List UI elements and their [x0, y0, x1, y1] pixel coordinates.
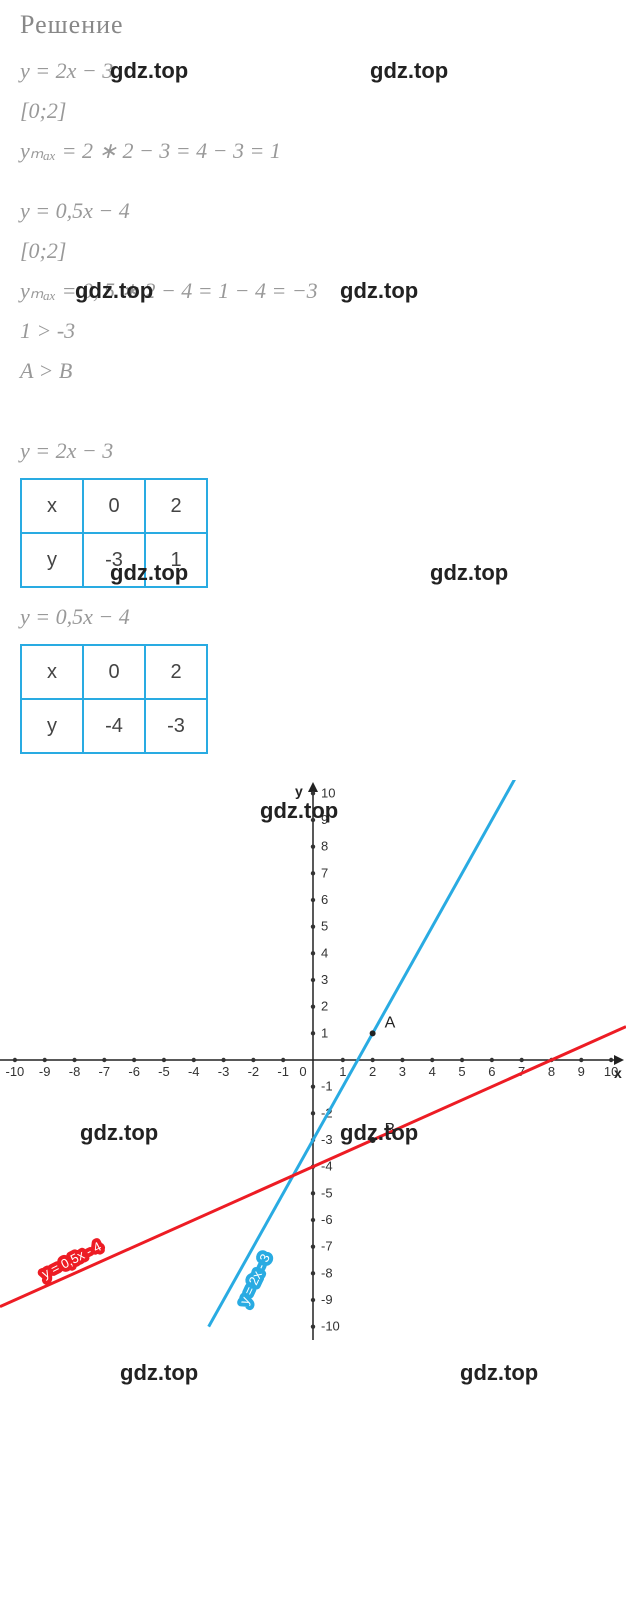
- table-cell: 2: [145, 645, 207, 699]
- equation-1: y = 2x − 3: [20, 58, 606, 84]
- y-tick-label: 4: [321, 945, 328, 960]
- compare-2: A > B: [20, 358, 606, 384]
- watermark: gdz.top: [460, 1360, 538, 1386]
- x-tick-label: -1: [277, 1064, 289, 1079]
- value-table-2: x 0 2 y -4 -3: [20, 644, 208, 754]
- y-tick-label: -8: [321, 1265, 333, 1280]
- x-tick-label: 5: [458, 1064, 465, 1079]
- x-tick-label: 9: [578, 1064, 585, 1079]
- x-tick-label: -5: [158, 1064, 170, 1079]
- x-tick-label: 1: [339, 1064, 346, 1079]
- x-tick-label: -8: [69, 1064, 81, 1079]
- ymax-1: yₘₐₓ = 2 ∗ 2 − 3 = 4 − 3 = 1: [20, 138, 606, 164]
- y-tick-label: -10: [321, 1319, 340, 1334]
- interval-1: [0;2]: [20, 98, 606, 124]
- chart-container: xy-10-9-8-7-6-5-4-3-2-112345678910-10-9-…: [0, 780, 626, 1340]
- y-tick-label: 5: [321, 919, 328, 934]
- y-tick-label: 10: [321, 785, 335, 800]
- table-cell: 0: [83, 479, 145, 533]
- x-tick-label: -3: [218, 1064, 230, 1079]
- x-tick-label: -9: [39, 1064, 51, 1079]
- y-tick-label: -9: [321, 1292, 333, 1307]
- y-tick-label: -7: [321, 1239, 333, 1254]
- x-tick-label: 6: [488, 1064, 495, 1079]
- solution-heading: Решение: [20, 10, 606, 40]
- y-tick-label: -5: [321, 1185, 333, 1200]
- x-tick-label: -7: [99, 1064, 111, 1079]
- y-tick-label: 6: [321, 892, 328, 907]
- x-tick-label: 2: [369, 1064, 376, 1079]
- equation-2-repeat: y = 0,5x − 4: [20, 604, 606, 630]
- watermark: gdz.top: [120, 1360, 198, 1386]
- y-tick-label: -3: [321, 1132, 333, 1147]
- table-cell: -3: [145, 699, 207, 753]
- x-tick-label: -6: [128, 1064, 140, 1079]
- y-tick-label: 3: [321, 972, 328, 987]
- x-tick-label: -10: [6, 1064, 25, 1079]
- point-label: B: [385, 1121, 396, 1138]
- table-cell: x: [21, 479, 83, 533]
- coordinate-chart: xy-10-9-8-7-6-5-4-3-2-112345678910-10-9-…: [0, 780, 626, 1340]
- table-cell: y: [21, 699, 83, 753]
- y-tick-label: -6: [321, 1212, 333, 1227]
- table-cell: x: [21, 645, 83, 699]
- x-tick-label: -2: [248, 1064, 260, 1079]
- marker-point: [370, 1030, 376, 1036]
- equation-1-repeat: y = 2x − 3: [20, 438, 606, 464]
- origin-label: 0: [299, 1064, 306, 1079]
- y-tick-label: 7: [321, 865, 328, 880]
- equation-2: y = 0,5x − 4: [20, 198, 606, 224]
- table-cell: -4: [83, 699, 145, 753]
- x-tick-label: -4: [188, 1064, 200, 1079]
- x-tick-label: 3: [399, 1064, 406, 1079]
- y-axis-label: y: [295, 783, 303, 799]
- x-tick-label: 8: [548, 1064, 555, 1079]
- table-cell: -3: [83, 533, 145, 587]
- table-cell: y: [21, 533, 83, 587]
- y-tick-label: 8: [321, 839, 328, 854]
- y-tick-label: 9: [321, 812, 328, 827]
- table-cell: 2: [145, 479, 207, 533]
- table-cell: 0: [83, 645, 145, 699]
- interval-2: [0;2]: [20, 238, 606, 264]
- compare-1: 1 > -3: [20, 318, 606, 344]
- point-label: A: [385, 1014, 396, 1031]
- table-cell: 1: [145, 533, 207, 587]
- marker-point: [370, 1137, 376, 1143]
- y-tick-label: -1: [321, 1079, 333, 1094]
- value-table-1: x 0 2 y -3 1: [20, 478, 208, 588]
- x-tick-label: 10: [604, 1064, 618, 1079]
- ymax-2: yₘₐₓ = 0, 5 ∗ 2 − 4 = 1 − 4 = −3: [20, 278, 606, 304]
- x-tick-label: 4: [429, 1064, 436, 1079]
- y-tick-label: 2: [321, 999, 328, 1014]
- y-tick-label: 1: [321, 1025, 328, 1040]
